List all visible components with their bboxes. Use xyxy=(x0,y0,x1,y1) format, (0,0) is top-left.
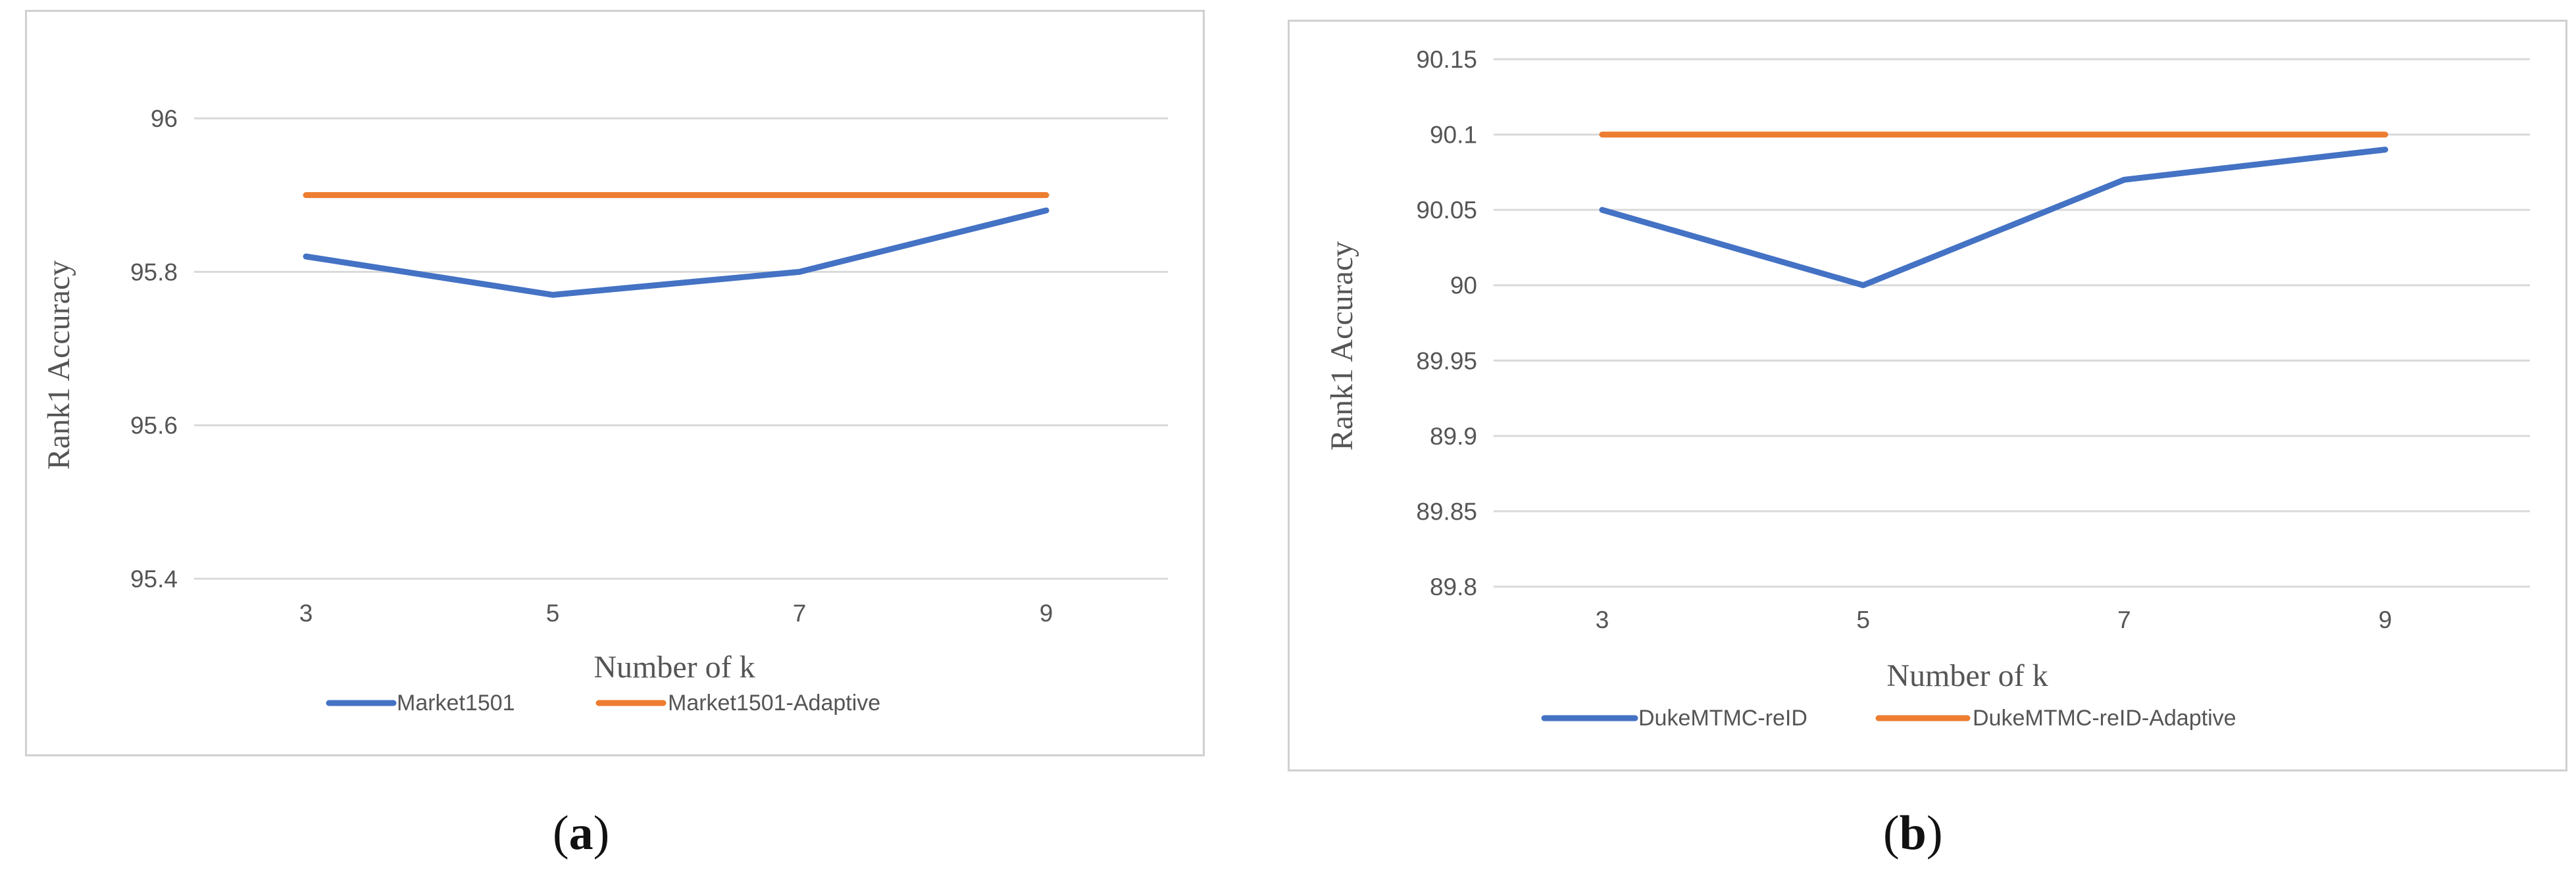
chart-a-legend-label-1: Market1501-Adaptive xyxy=(668,691,880,716)
caption-a: (a) xyxy=(553,806,610,860)
chart-b-x-tick-label: 5 xyxy=(1856,606,1870,633)
chart-a-y-tick-label: 95.6 xyxy=(130,412,178,439)
chart-a-x-tick-label: 9 xyxy=(1040,600,1053,627)
caption-b: (b) xyxy=(1883,806,1943,860)
chart-b-y-tick-label: 89.9 xyxy=(1430,423,1477,450)
chart-b-y-tick-label: 89.85 xyxy=(1416,498,1477,525)
caption-a-letter: a xyxy=(568,806,593,860)
chart-b-legend-label-0: DukeMTMC-reID xyxy=(1638,706,1807,731)
chart-b-legend-label-1: DukeMTMC-reID-Adaptive xyxy=(1973,706,2236,731)
chart-b-y-tick-label: 90.05 xyxy=(1416,197,1477,224)
chart-a-legend-label-0: Market1501 xyxy=(397,691,515,716)
chart-a-y-tick-label: 95.4 xyxy=(130,566,178,593)
chart-b-y-tick-label: 89.8 xyxy=(1430,573,1477,600)
chart-b-y-tick-label: 89.95 xyxy=(1416,347,1477,374)
chart-a-series-line-0 xyxy=(303,207,1049,298)
chart-a-y-tick-label: 96 xyxy=(151,105,178,132)
chart-a-x-axis-title: Number of k xyxy=(593,650,755,685)
chart-a-x-tick-label: 7 xyxy=(793,600,807,627)
chart-b-x-axis-title: Number of k xyxy=(1886,658,2048,693)
chart-a-y-tick-label: 95.8 xyxy=(130,258,178,285)
chart-a-y-axis-title: Rank1 Accuracy xyxy=(41,260,76,470)
chart-b-x-tick-label: 3 xyxy=(1596,606,1609,633)
chart-a-x-tick-label: 3 xyxy=(299,600,313,627)
chart-b-y-tick-label: 90.1 xyxy=(1430,122,1477,149)
caption-b-letter: b xyxy=(1899,806,1927,860)
chart-b-y-tick-label: 90 xyxy=(1450,272,1477,299)
chart-panel-b xyxy=(1288,20,2567,771)
chart-panel-a xyxy=(25,10,1205,756)
chart-b-y-axis-title: Rank1 Accuracy xyxy=(1325,241,1359,451)
chart-a-x-tick-label: 5 xyxy=(546,600,560,627)
chart-b-series-line-0 xyxy=(1599,146,2388,289)
chart-b-x-tick-label: 9 xyxy=(2379,606,2392,633)
chart-b-y-tick-label: 90.15 xyxy=(1416,46,1477,73)
chart-b-x-tick-label: 7 xyxy=(2117,606,2131,633)
